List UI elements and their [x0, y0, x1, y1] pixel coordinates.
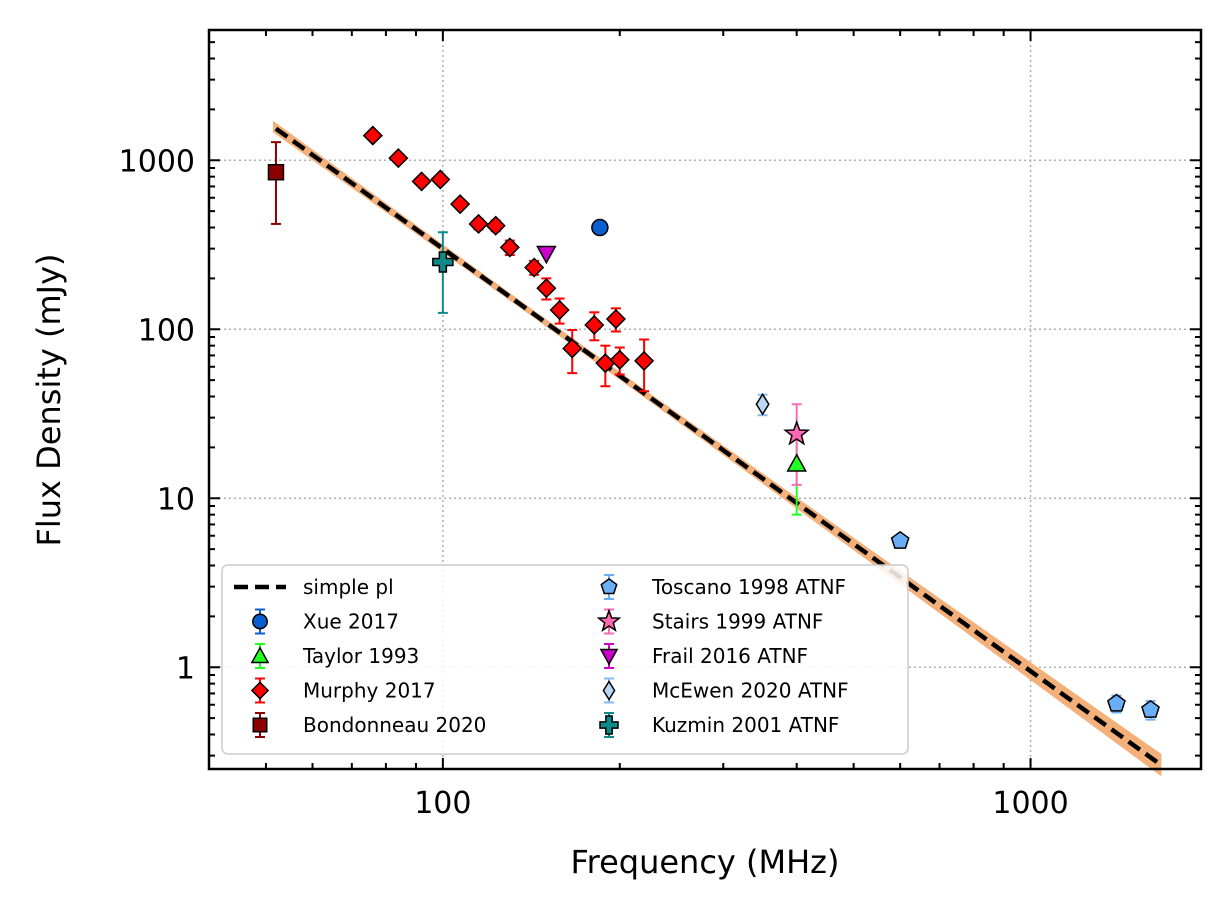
- fit-line: [274, 126, 1160, 765]
- legend: simple pl Xue 2017 Taylor 1993 Murphy 2017 B…: [221, 564, 909, 755]
- legend-entry: Bondonneau 2020: [252, 712, 486, 738]
- bondonneau-2020-errorbar: [270, 141, 281, 225]
- stairs-1999-atnf-point: [783, 419, 811, 446]
- legend-marker: [252, 717, 268, 733]
- toscano-1998-atnf-point: [1141, 699, 1160, 718]
- murphy-2017-point: [450, 194, 471, 215]
- marker-layer: [267, 125, 1160, 718]
- y-axis-label: Flux Density (mJy): [30, 253, 68, 546]
- legend-entry: Toscano 1998 ATNF: [600, 574, 846, 600]
- legend-marker: [250, 646, 270, 664]
- x-tick-label: 1000: [992, 786, 1068, 821]
- legend-label: Kuzmin 2001 ATNF: [652, 713, 839, 737]
- x-tick-label: 100: [414, 786, 471, 821]
- legend-label: Xue 2017: [303, 610, 399, 634]
- murphy-2017-point: [499, 237, 520, 258]
- legend-entry: Murphy 2017: [250, 677, 436, 704]
- murphy-2017-point: [634, 350, 655, 371]
- legend-marker: [600, 577, 618, 595]
- legend-marker: [602, 680, 616, 701]
- frail-2016-atnf-point: [536, 245, 557, 265]
- legend-entry: Frail 2016 ATNF: [599, 643, 808, 669]
- murphy-2017-point: [605, 308, 626, 330]
- murphy-2017-point: [411, 171, 432, 192]
- legend-marker: [252, 613, 268, 630]
- fit-line-layer: [274, 126, 1160, 765]
- legend-label: Taylor 1993: [302, 644, 419, 668]
- murphy-2017-point: [536, 278, 557, 299]
- mcewen-2020-atnf-point: [755, 392, 770, 416]
- legend-entry: simple pl: [234, 575, 394, 599]
- bondonneau-2020-point: [267, 163, 285, 181]
- legend-entry: McEwen 2020 ATNF: [602, 677, 849, 704]
- plot-frame: [207, 28, 1203, 771]
- y-tick-label: 1: [176, 651, 195, 686]
- murphy-2017-point: [549, 299, 570, 321]
- murphy-2017-point: [584, 314, 605, 336]
- legend-marker: [250, 681, 270, 700]
- legend-entry: Kuzmin 2001 ATNF: [599, 712, 839, 738]
- toscano-1998-atnf-point: [1106, 693, 1126, 712]
- legend-entry: Taylor 1993: [250, 643, 419, 669]
- murphy-2017-point: [468, 213, 489, 234]
- murphy-2017-point: [485, 215, 506, 236]
- murphy-2017-point: [388, 148, 409, 169]
- legend-label: Toscano 1998 ATNF: [651, 575, 846, 599]
- y-tick-label: 10: [157, 482, 195, 517]
- legend-label: Bondonneau 2020: [303, 713, 486, 737]
- legend-entry: Xue 2017: [252, 608, 399, 635]
- legend-entry: Stairs 1999 ATNF: [596, 608, 823, 635]
- legend-label: Frail 2016 ATNF: [652, 644, 808, 668]
- legend-label: McEwen 2020 ATNF: [652, 679, 849, 703]
- legend-box: [221, 564, 909, 755]
- murphy-2017-point: [524, 257, 545, 278]
- murphy-2017-point: [562, 338, 583, 359]
- x-axis-label: Frequency (MHz): [571, 843, 840, 881]
- legend-marker: [599, 648, 619, 666]
- legend-label: simple pl: [303, 575, 394, 599]
- legend-marker: [599, 715, 619, 735]
- legend-marker: [596, 608, 622, 632]
- toscano-1998-atnf-point: [890, 530, 910, 549]
- y-tick-label: 100: [138, 313, 195, 348]
- legend-label: Murphy 2017: [303, 679, 436, 703]
- murphy-2017-point: [430, 169, 451, 190]
- kuzmin-2001-atnf-point: [432, 251, 454, 273]
- murphy-2017-point: [609, 349, 630, 370]
- y-tick-label: 1000: [119, 144, 195, 179]
- taylor-1993-point: [786, 453, 807, 472]
- xue-2017-point: [591, 218, 609, 237]
- murphy-2017-point: [362, 125, 383, 146]
- legend-label: Stairs 1999 ATNF: [652, 610, 823, 634]
- axis-layer: 100 1000 1 10 100 1000: [119, 28, 1203, 821]
